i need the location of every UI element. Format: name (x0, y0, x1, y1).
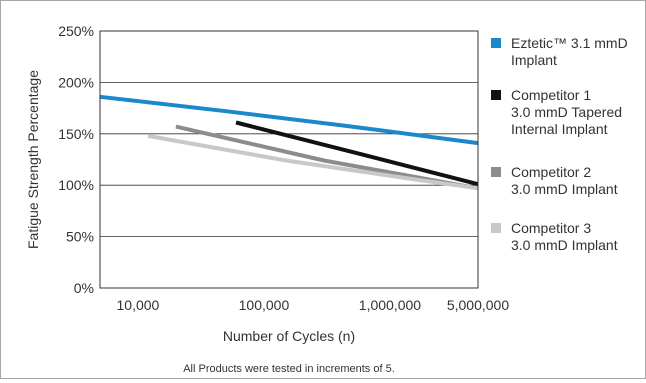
x-tick-label: 5,000,000 (447, 297, 509, 313)
x-tick-label: 1,000,000 (359, 297, 421, 313)
legend-swatch (491, 223, 501, 233)
legend-label: 3.0 mmD Tapered (511, 104, 622, 120)
plot-area (99, 30, 479, 289)
legend-label: Internal Implant (511, 121, 608, 137)
x-tick-label: 10,000 (117, 297, 160, 313)
legend-label: Eztetic™ 3.1 mmD (511, 35, 628, 51)
y-axis-label: Fatigue Strength Percentage (25, 70, 41, 249)
x-axis-label: Number of Cycles (n) (223, 328, 355, 344)
y-axis-ticks: 0% 50% 100% 150% 200% 250% (58, 23, 94, 296)
footnote: All Products were tested in increments o… (183, 363, 395, 375)
series-line-4 (147, 133, 479, 191)
y-tick-label: 150% (58, 126, 94, 142)
x-tick-label: 100,000 (239, 297, 290, 313)
legend-swatch (491, 38, 501, 48)
y-tick-label: 50% (66, 229, 94, 245)
series-line-1 (99, 94, 479, 146)
legend-label: 3.0 mmD Implant (511, 181, 618, 197)
y-tick-label: 100% (58, 177, 94, 193)
legend-item-3: Competitor 23.0 mmD Implant (491, 164, 618, 197)
legend-label: Competitor 1 (511, 87, 591, 103)
legend-label: Competitor 3 (511, 220, 591, 236)
y-tick-label: 250% (58, 23, 94, 39)
legend-label: Implant (511, 52, 557, 68)
legend-swatch (491, 90, 501, 100)
legend-label: 3.0 mmD Implant (511, 237, 618, 253)
x-axis-ticks: 10,000 100,000 1,000,000 5,000,000 (117, 297, 510, 313)
series-line-2 (235, 120, 479, 187)
legend-label: Competitor 2 (511, 164, 591, 180)
series-lines (99, 94, 479, 191)
legend-item-4: Competitor 33.0 mmD Implant (491, 220, 618, 253)
y-tick-label: 0% (74, 280, 94, 296)
legend-swatch (491, 167, 501, 177)
series-line-3 (175, 124, 479, 191)
y-tick-label: 200% (58, 74, 94, 90)
